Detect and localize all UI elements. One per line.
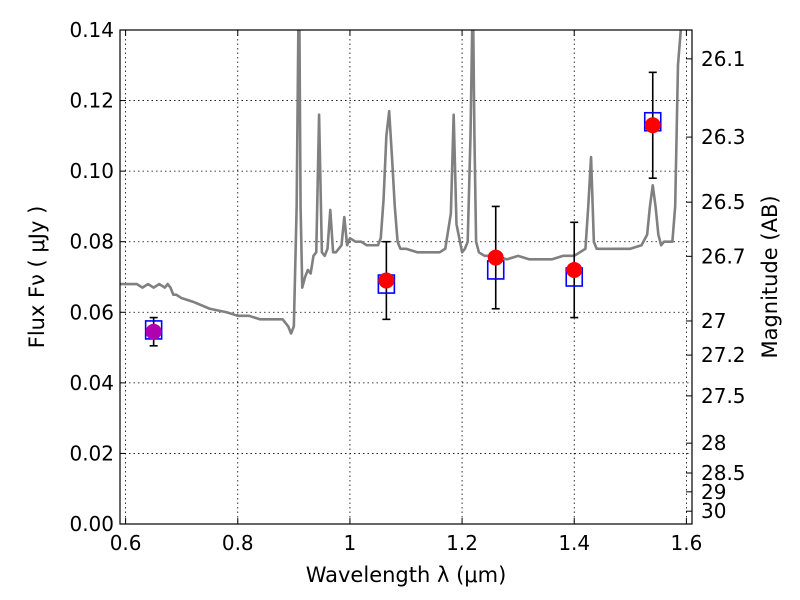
y2-tick-label: 28 (701, 431, 726, 455)
y-axis: 0.00 0.02 0.04 0.06 0.08 0.10 0.12 0.14 (69, 18, 126, 536)
observed-circle-group (145, 117, 661, 340)
x-tick-label: 1.6 (670, 531, 702, 555)
y-tick-label: 0.10 (69, 159, 114, 183)
observed-point (145, 323, 162, 340)
y2-tick-label: 26.7 (701, 244, 746, 268)
plot-area (120, 30, 683, 347)
x-tick-label: 1 (344, 531, 357, 555)
observed-point (487, 249, 504, 266)
y-tick-label: 0.04 (69, 371, 114, 395)
x-tick-label: 0.6 (110, 531, 142, 555)
x-axis-label: Wavelength λ (μm) (306, 563, 507, 587)
observed-point (566, 261, 583, 278)
observed-point (378, 272, 395, 289)
y2-tick-label: 27.5 (701, 384, 746, 408)
y2-tick-label: 27 (701, 309, 726, 333)
sed-line (120, 30, 683, 335)
y2-tick-label: 30 (701, 499, 726, 523)
y-tick-label: 0.12 (69, 89, 114, 113)
y-axis-label: Flux Fν ( μJy ) (25, 206, 49, 349)
y-tick-label: 0.14 (69, 18, 114, 42)
y2-tick-label: 27.2 (701, 343, 746, 367)
y-tick-label: 0.00 (69, 512, 114, 536)
y2-axis-label: Magnitude (AB) (758, 195, 782, 358)
x-tick-label: 1.4 (558, 531, 590, 555)
y-tick-label: 0.02 (69, 441, 114, 465)
plot-frame (119, 29, 693, 525)
y2-tick-label: 26.5 (701, 190, 746, 214)
x-axis: 0.6 0.8 1 1.2 1.4 1.6 (110, 30, 702, 555)
observed-point (644, 117, 661, 134)
x-tick-label: 0.8 (222, 531, 254, 555)
y-tick-label: 0.08 (69, 230, 114, 254)
sed-line-group (120, 30, 683, 335)
y2-tick-label: 26.3 (701, 125, 746, 149)
x-tick-label: 1.2 (446, 531, 478, 555)
y-tick-label: 0.06 (69, 300, 114, 324)
y2-tick-label: 26.1 (701, 47, 746, 71)
y2-tick-label: 29 (701, 480, 726, 504)
y2-tick-label: 28.5 (701, 461, 746, 485)
